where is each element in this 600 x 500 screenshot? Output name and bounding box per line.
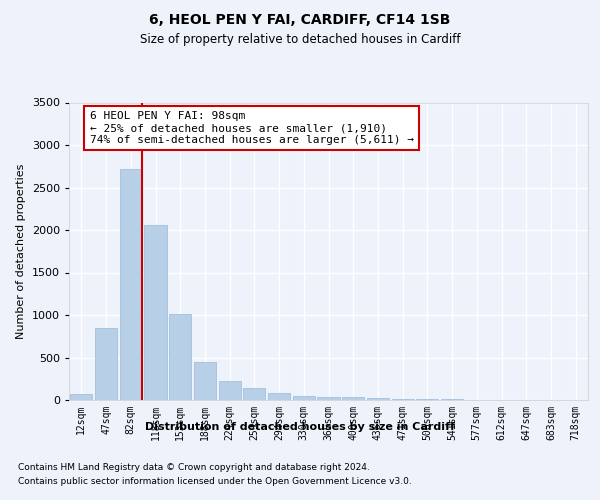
Text: Contains public sector information licensed under the Open Government Licence v3: Contains public sector information licen… (18, 478, 412, 486)
Bar (416, 399, 439, 400)
Y-axis label: Number of detached properties: Number of detached properties (16, 164, 26, 339)
Bar (70, 394, 92, 400)
Text: Size of property relative to detached houses in Cardiff: Size of property relative to detached ho… (140, 32, 460, 46)
Bar (194, 362, 216, 400)
Bar (342, 398, 364, 400)
Text: Distribution of detached houses by size in Cardiff: Distribution of detached houses by size … (145, 422, 455, 432)
Bar (392, 398, 414, 400)
Bar (268, 393, 290, 400)
Bar (145, 225, 167, 400)
Text: 6 HEOL PEN Y FAI: 98sqm
← 25% of detached houses are smaller (1,910)
74% of semi: 6 HEOL PEN Y FAI: 98sqm ← 25% of detache… (90, 112, 414, 144)
Bar (293, 396, 315, 400)
Bar (367, 398, 389, 400)
Bar (218, 381, 241, 400)
Bar (95, 328, 117, 400)
Bar (119, 169, 142, 400)
Bar (243, 388, 265, 400)
Bar (317, 396, 340, 400)
Text: Contains HM Land Registry data © Crown copyright and database right 2024.: Contains HM Land Registry data © Crown c… (18, 462, 370, 471)
Bar (169, 314, 191, 400)
Text: 6, HEOL PEN Y FAI, CARDIFF, CF14 1SB: 6, HEOL PEN Y FAI, CARDIFF, CF14 1SB (149, 12, 451, 26)
